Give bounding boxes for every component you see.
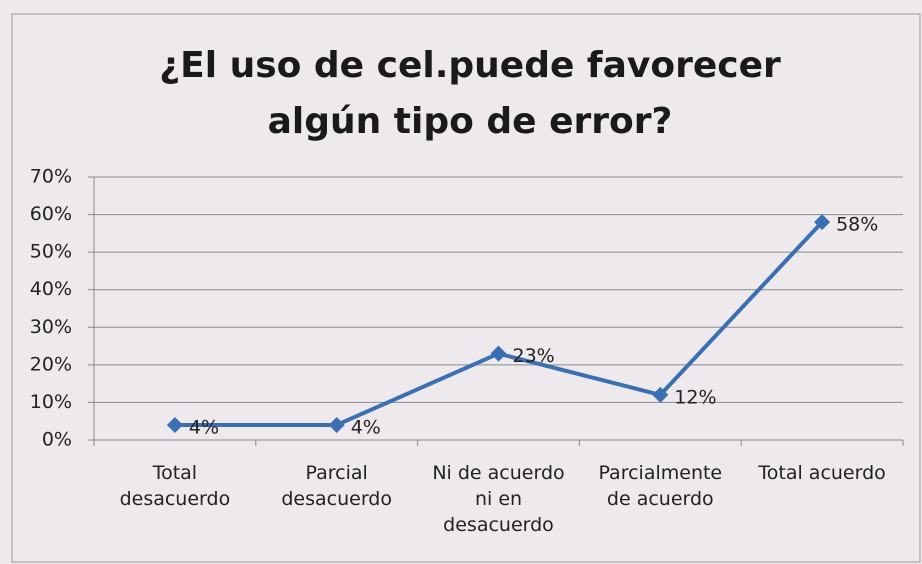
y-tick-label: 40% — [30, 278, 72, 300]
chart-title: ¿El uso de cel.puede favorecer algún tip… — [159, 45, 781, 142]
x-tick-label: Parcialmente de acuerdo — [598, 462, 723, 510]
y-tick-label: 30% — [30, 316, 72, 338]
marker — [490, 345, 507, 362]
x-tick-label: Total acuerdo — [758, 462, 886, 484]
data-label: 4% — [189, 416, 219, 438]
y-tick-label: 0% — [42, 429, 72, 451]
data-label: 23% — [513, 345, 555, 367]
marker — [652, 386, 669, 403]
x-tick-label: Parcial desacuerdo — [281, 462, 392, 510]
x-tick-label: Total desacuerdo — [119, 462, 231, 510]
marker — [814, 214, 831, 231]
y-tick-label: 20% — [30, 353, 72, 375]
x-tick-label: Ni de acuerdo ni en desacuerdo — [432, 462, 565, 536]
data-label: 58% — [836, 214, 878, 236]
data-label: 4% — [351, 416, 381, 438]
chart-border — [11, 13, 921, 563]
y-tick-label: 60% — [30, 203, 72, 225]
marker — [328, 416, 345, 433]
y-tick-label: 10% — [30, 391, 72, 413]
y-tick-label: 70% — [30, 166, 72, 188]
data-label: 12% — [674, 386, 716, 408]
y-tick-label: 50% — [30, 241, 72, 263]
marker — [166, 416, 183, 433]
